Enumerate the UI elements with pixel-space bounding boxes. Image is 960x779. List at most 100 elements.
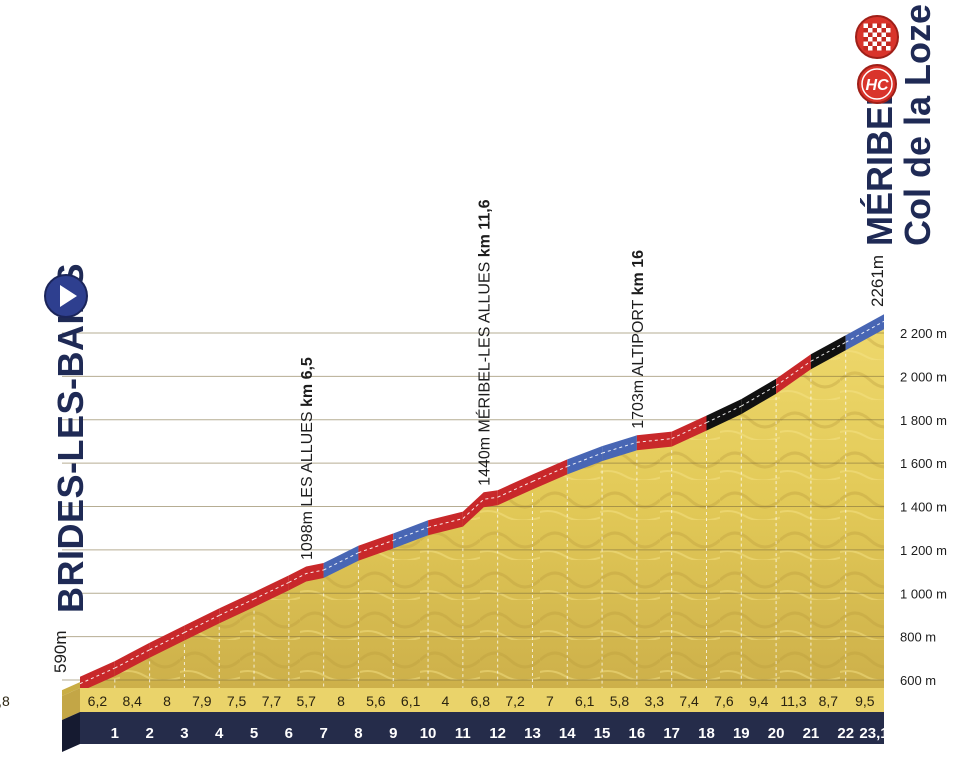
altitude-tick-label: 1 800 m bbox=[900, 413, 947, 428]
waypoint-label: 1703m ALTIPORT km 16 bbox=[630, 250, 647, 429]
km-label: 15 bbox=[594, 725, 611, 742]
segment-centerline bbox=[671, 422, 707, 440]
gradient-segment bbox=[636, 431, 672, 451]
km-label: 8 bbox=[354, 725, 362, 742]
waypoint-km: km 11,6 bbox=[477, 199, 494, 257]
gradient-label: 11,3 bbox=[780, 693, 806, 709]
segment-centerline bbox=[706, 405, 742, 424]
km-label: 13 bbox=[524, 725, 541, 742]
segment-centerline bbox=[79, 667, 116, 685]
gradient-label: 7,2 bbox=[505, 693, 525, 709]
altitude-tick-label: 1 400 m bbox=[900, 500, 947, 515]
gradient-label: 7,9 bbox=[192, 693, 212, 709]
km-label: 14 bbox=[559, 725, 576, 742]
gradient-label: 6,2 bbox=[88, 693, 108, 709]
altitude-tick-label: 600 m bbox=[900, 673, 936, 688]
segment-centerline bbox=[810, 341, 846, 362]
altitude-tick-label: 2 200 m bbox=[900, 326, 947, 341]
km-label: 23,1 bbox=[859, 725, 888, 742]
km-label: 3 bbox=[180, 725, 188, 742]
altitude-tick-label: 2 000 m bbox=[900, 369, 947, 384]
waypoint-name: ALTIPORT bbox=[630, 295, 647, 376]
waypoint-name: MÉRIBEL-LES ALLUES bbox=[475, 257, 494, 432]
km-label: 12 bbox=[489, 725, 506, 742]
segment-centerline bbox=[323, 552, 359, 571]
gradient-label: 9,5 bbox=[855, 693, 875, 709]
segment-centerline bbox=[253, 581, 290, 600]
km-band-left-face bbox=[62, 712, 80, 752]
finish-altitude: 2261m bbox=[868, 255, 887, 307]
waypoint-name: LES ALLUES bbox=[299, 407, 316, 507]
altitude-tick-label: 1 200 m bbox=[900, 543, 947, 558]
altitude-tick-label: 1 600 m bbox=[900, 456, 947, 471]
waypoint-km: km 6,5 bbox=[299, 357, 316, 407]
segment-centerline bbox=[845, 320, 885, 343]
waypoint-altitude: 1440m bbox=[477, 432, 494, 485]
gradient-segment bbox=[288, 563, 324, 591]
gradient-label: 7,5 bbox=[227, 693, 247, 709]
km-label: 22 bbox=[837, 725, 854, 742]
gradient-label: 7,7 bbox=[262, 693, 282, 709]
gradient-label: 3,3 bbox=[645, 693, 665, 709]
segment-centerline bbox=[741, 385, 777, 407]
hc-badge-icon: HC bbox=[857, 64, 897, 104]
segment-centerline bbox=[114, 649, 150, 669]
km-label: 4 bbox=[215, 725, 224, 742]
gradient-band bbox=[80, 688, 884, 712]
gradient-label: 7,6 bbox=[714, 693, 734, 709]
waypoint-labels: 1098m LES ALLUES km 6,5 1440m MÉRIBEL-LES… bbox=[299, 199, 647, 560]
km-label: 20 bbox=[768, 725, 785, 742]
base-band bbox=[62, 688, 884, 752]
finish-climb: Col de la Loze bbox=[897, 4, 938, 246]
profile-left-face bbox=[62, 682, 80, 696]
km-label: 1 bbox=[111, 725, 119, 742]
segment-centerline bbox=[149, 632, 185, 651]
km-label: 19 bbox=[733, 725, 750, 742]
checkered-flag-icon bbox=[855, 15, 899, 59]
start-altitude: 590m bbox=[51, 630, 70, 673]
gradient-label: 7 bbox=[546, 693, 554, 709]
km-label: 7 bbox=[319, 725, 327, 742]
gradient-segment bbox=[462, 490, 498, 527]
gradient-label: 8,7 bbox=[819, 693, 839, 709]
segment-centerline bbox=[184, 614, 220, 633]
km-label: 6 bbox=[285, 725, 293, 742]
gradient-label: 8 bbox=[163, 693, 171, 709]
km-labels: 1 2 3 4 5 6 7 8 9 10 11 12 13 14 15 16 17 18 19 20 21 22 23,1 bbox=[111, 725, 889, 742]
km-label: 21 bbox=[803, 725, 820, 742]
altitude-tick-label: 800 m bbox=[900, 630, 936, 645]
gradient-label: 6,1 bbox=[401, 693, 421, 709]
km-label: 18 bbox=[698, 725, 715, 742]
km-band bbox=[80, 712, 884, 744]
waypoint-altitude: 1098m bbox=[299, 507, 316, 560]
start-name: BRIDES-LES-BAINS bbox=[50, 263, 91, 613]
gradient-label: 5,6 bbox=[366, 693, 386, 709]
gradient-label: 4,8 bbox=[0, 693, 10, 709]
altitude-axis: 600 m 800 m 1 000 m 1 200 m 1 400 m 1 600 m 1 … bbox=[900, 326, 947, 688]
gradient-ridge bbox=[79, 314, 885, 692]
altitude-gridlines bbox=[62, 332, 884, 681]
finish-marker: 2261m MÉRIBEL Col de la Loze HC bbox=[855, 4, 938, 307]
gradient-label: 5,8 bbox=[610, 693, 630, 709]
waypoint-km: km 16 bbox=[630, 250, 647, 295]
gradient-segment bbox=[845, 314, 884, 351]
segment-centerline bbox=[288, 569, 324, 583]
start-marker: 590m BRIDES-LES-BAINS bbox=[44, 263, 91, 673]
segment-centerline bbox=[358, 540, 394, 554]
waypoint-label: 1440m MÉRIBEL-LES ALLUES km 11,6 bbox=[475, 199, 494, 485]
gradient-labels: 6,2 8,4 8 7,9 7,5 7,7 5,7 8 5,6 6,1 4 6,8 7,2 7 6,1 5,8… bbox=[0, 693, 875, 709]
km-dashed-lines bbox=[114, 353, 847, 688]
segment-centerline bbox=[532, 465, 568, 482]
km-label: 17 bbox=[663, 725, 680, 742]
gradient-segment bbox=[428, 511, 463, 536]
play-icon bbox=[44, 274, 88, 318]
gradient-label: 6,8 bbox=[471, 693, 491, 709]
segment-centerline bbox=[567, 452, 603, 467]
km-label: 9 bbox=[389, 725, 397, 742]
km-label: 2 bbox=[145, 725, 153, 742]
gradient-band-left-face bbox=[62, 688, 80, 720]
gradient-label: 9,4 bbox=[749, 693, 769, 709]
finish-name: MÉRIBEL bbox=[859, 84, 900, 246]
km-label: 5 bbox=[250, 725, 258, 742]
